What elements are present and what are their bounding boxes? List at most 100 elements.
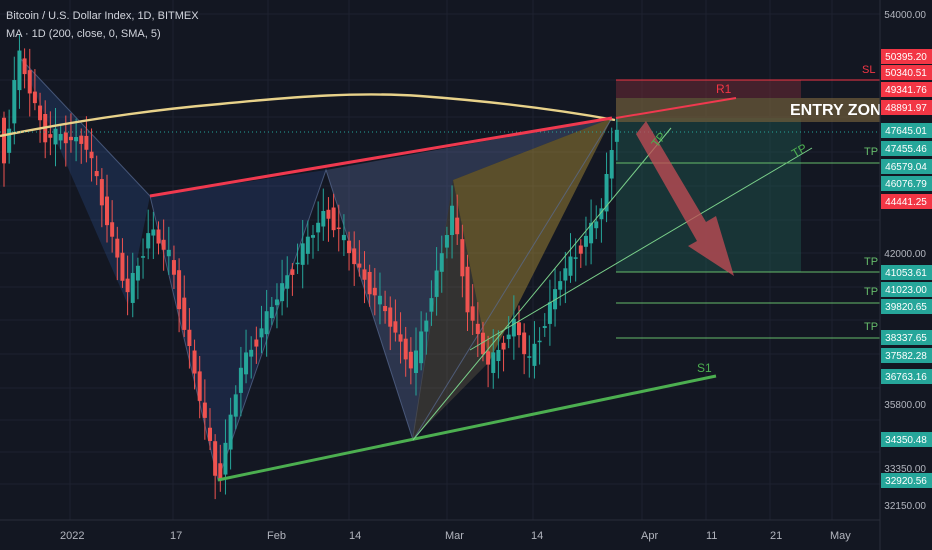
- candle: [115, 238, 120, 258]
- candle: [285, 275, 290, 289]
- price-label-box: [881, 432, 932, 447]
- candle: [599, 208, 604, 220]
- candle: [254, 339, 259, 347]
- candle: [7, 128, 12, 153]
- y-tick-label: 32150.00: [884, 501, 926, 512]
- price-label-box: [881, 369, 932, 384]
- s1-support-line: [217, 374, 717, 482]
- price-label: 46076.79: [885, 179, 927, 190]
- candle: [208, 427, 212, 441]
- candle: [171, 260, 176, 275]
- sl-label: SL: [862, 64, 875, 76]
- candle: [352, 248, 357, 265]
- price-label: 50395.20: [885, 52, 927, 63]
- candle: [182, 297, 187, 330]
- candle: [84, 135, 89, 150]
- candle: [197, 371, 202, 401]
- down-arrow: [636, 121, 734, 276]
- candle: [419, 331, 424, 364]
- candle: [455, 217, 460, 235]
- r1-line: [615, 97, 737, 119]
- price-label-box: [881, 100, 932, 115]
- x-tick-label: 17: [170, 530, 182, 542]
- candle: [238, 367, 243, 393]
- price-label-box: [881, 49, 932, 64]
- candle: [295, 262, 300, 265]
- candle: [105, 196, 109, 226]
- candle: [594, 221, 599, 229]
- candle: [604, 173, 609, 212]
- candle: [486, 351, 491, 365]
- s1-label: S1: [697, 361, 712, 375]
- candle: [547, 302, 552, 324]
- candle: [403, 338, 408, 360]
- candle: [161, 239, 166, 250]
- candle: [202, 402, 207, 418]
- candle: [280, 283, 285, 302]
- candle: [563, 268, 568, 281]
- candle: [347, 240, 352, 254]
- candle: [223, 442, 228, 475]
- candle: [537, 340, 542, 343]
- candle: [388, 307, 393, 327]
- price-label-box: [881, 299, 932, 314]
- candle: [151, 229, 156, 236]
- candle: [53, 128, 58, 145]
- candle: [259, 328, 264, 338]
- candle: [79, 135, 84, 144]
- tp-trendline: [469, 147, 813, 351]
- x-tick-label: 21: [770, 530, 782, 542]
- candle: [470, 306, 475, 321]
- candle: [609, 150, 614, 179]
- x-tick-label: Mar: [445, 530, 464, 542]
- candle: [377, 295, 382, 305]
- candle: [424, 320, 429, 332]
- x-tick-label: 14: [349, 530, 361, 542]
- candle: [583, 235, 588, 247]
- entry-zone-label: ENTRY ZONE: [790, 102, 893, 119]
- y-tick-label: 33350.00: [884, 464, 926, 475]
- x-tick-label: 2022: [60, 530, 84, 542]
- candle: [589, 222, 594, 244]
- candle: [475, 323, 480, 334]
- candle: [12, 80, 17, 124]
- price-label: 47645.01: [885, 126, 927, 137]
- pattern-triangle: [453, 118, 612, 362]
- candle: [274, 299, 279, 306]
- candle: [264, 311, 269, 335]
- tp-label: TP: [864, 146, 878, 158]
- price-label-box: [881, 330, 932, 345]
- candle: [331, 207, 336, 231]
- candle: [316, 222, 321, 233]
- candle: [269, 306, 274, 319]
- candle: [89, 151, 94, 159]
- candle: [94, 171, 99, 177]
- price-label-box: [881, 141, 932, 156]
- candle: [27, 70, 32, 94]
- candle: [398, 334, 403, 342]
- price-label: 34350.48: [885, 435, 927, 446]
- price-label: 37582.28: [885, 351, 927, 362]
- candle: [444, 235, 449, 248]
- price-label-box: [881, 159, 932, 174]
- symbol-title: Bitcoin / U.S. Dollar Index, 1D, BITMEX: [6, 10, 199, 22]
- tp-trendline: [412, 127, 672, 441]
- price-label: 49341.76: [885, 85, 927, 96]
- moving-average-line: [0, 93, 616, 138]
- candle: [573, 257, 578, 259]
- candle: [434, 270, 439, 297]
- candle: [414, 350, 418, 374]
- tp-label: TP: [864, 321, 878, 333]
- candle: [17, 50, 22, 91]
- candle: [141, 256, 146, 258]
- candle: [578, 245, 583, 254]
- candle: [465, 266, 470, 313]
- candle: [336, 227, 341, 230]
- price-label-box: [881, 176, 932, 191]
- x-tick-label: 14: [531, 530, 543, 542]
- price-label-box: [881, 282, 932, 297]
- price-label-box: [881, 82, 932, 97]
- price-label: 44441.25: [885, 197, 927, 208]
- candle: [527, 356, 532, 358]
